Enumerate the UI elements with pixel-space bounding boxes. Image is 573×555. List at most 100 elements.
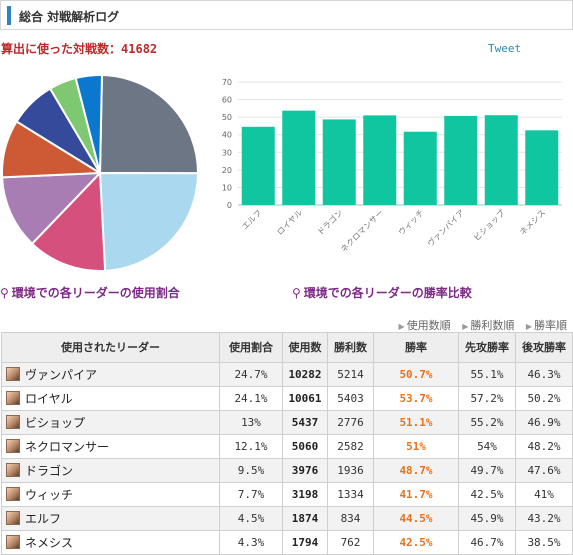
y-tick-label: 40 (222, 131, 232, 140)
wins-cell: 5403 (327, 386, 374, 411)
leader-name-cell: ネメシス (1, 530, 220, 555)
leader-avatar (6, 463, 20, 477)
wins-cell: 2776 (327, 410, 374, 435)
winrate-cell: 51% (373, 434, 459, 459)
pie-slice (98, 171, 200, 272)
table-row: ロイヤル 24.1% 10061 5403 53.7% 57.2% 50.2% (1, 386, 573, 411)
bar (403, 131, 437, 205)
leader-name-cell: エルフ (1, 506, 220, 531)
y-tick-label: 20 (222, 166, 232, 175)
leader-name: ヴァンパイア (25, 368, 98, 382)
y-tick-label: 10 (222, 183, 232, 192)
leader-name: ネメシス (25, 536, 74, 550)
pie-slice (1, 171, 103, 246)
leader-name: ウィッチ (25, 488, 74, 502)
first-winrate-cell: 46.7% (458, 530, 516, 555)
first-winrate-cell: 45.9% (458, 506, 516, 531)
bar (363, 115, 397, 205)
sort-links: ▶ 使用数順 ▶ 勝利数順 ▶ 勝率順 (391, 317, 567, 333)
usage-count-cell: 5437 (282, 410, 328, 435)
x-tick-label: ヴァンパイア (425, 207, 466, 248)
x-tick-label: ネメシス (518, 208, 547, 237)
col-header-first-winrate: 先攻勝率 (458, 332, 516, 363)
leader-avatar (6, 415, 20, 429)
leader-name: ドラゴン (25, 464, 74, 478)
table-row: エルフ 4.5% 1874 834 44.5% 45.9% 43.2% (1, 506, 573, 531)
match-count-value: 41682 (121, 42, 158, 56)
x-tick-label: ロイヤル (275, 208, 304, 237)
col-header-wins: 勝利数 (327, 332, 374, 363)
table-row: ウィッチ 7.7% 3198 1334 41.7% 42.5% 41% (1, 482, 573, 507)
usage-count-cell: 1874 (282, 506, 328, 531)
match-count-label: 算出に使った対戦数： (1, 42, 122, 56)
second-winrate-cell: 43.2% (515, 506, 573, 531)
x-tick-label: ネクロマンサー (339, 208, 385, 254)
col-header-usage-ratio: 使用割合 (219, 332, 283, 363)
x-tick-label: ドラゴン (315, 207, 345, 237)
first-winrate-cell: 42.5% (458, 482, 516, 507)
x-tick-label: エルフ (240, 208, 263, 231)
triangle-right-icon: ▶ (525, 322, 532, 331)
x-tick-label: ビショップ (472, 208, 507, 243)
usage-ratio-cell: 4.5% (219, 506, 283, 531)
second-winrate-cell: 38.5% (515, 530, 573, 555)
bar (322, 119, 356, 205)
col-header-second-winrate: 後攻勝率 (515, 332, 573, 363)
pie-slice (98, 73, 200, 175)
page-title: 総合 対戦解析ログ (19, 10, 120, 24)
usage-pie-chart (1, 73, 200, 272)
wins-cell: 762 (327, 530, 374, 555)
pie-caption-text: 環境での各リーダーの使用割合 (11, 286, 180, 300)
winrate-cell: 53.7% (373, 386, 459, 411)
winrate-cell: 41.7% (373, 482, 459, 507)
usage-count-cell: 10061 (282, 386, 328, 411)
tweet-link[interactable]: Tweet (488, 42, 522, 55)
col-header-winrate: 勝率 (373, 332, 459, 363)
table-row: ネクロマンサー 12.1% 5060 2582 51% 54% 48.2% (1, 434, 573, 459)
wins-cell: 1334 (327, 482, 374, 507)
leader-name-cell: ドラゴン (1, 458, 220, 483)
usage-count-cell: 3976 (282, 458, 328, 483)
leader-stats-table: 使用されたリーダー 使用割合 使用数 勝利数 勝率 先攻勝率 後攻勝率 ヴァンパ… (1, 332, 573, 555)
sort-by-wins-link[interactable]: ▶ 勝利数順 (462, 319, 515, 332)
leader-name: ネクロマンサー (25, 440, 110, 454)
bar (484, 115, 518, 205)
leader-avatar (6, 535, 20, 549)
triangle-right-icon: ▶ (398, 322, 405, 331)
second-winrate-cell: 41% (515, 482, 573, 507)
sort-by-usage-link[interactable]: ▶ 使用数順 (398, 319, 451, 332)
table-row: ネメシス 4.3% 1794 762 42.5% 46.7% 38.5% (1, 530, 573, 555)
col-header-usage-count: 使用数 (282, 332, 328, 363)
winrate-cell: 51.1% (373, 410, 459, 435)
bar (525, 130, 559, 205)
leader-name-cell: ヴァンパイア (1, 362, 220, 387)
first-winrate-cell: 55.2% (458, 410, 516, 435)
second-winrate-cell: 48.2% (515, 434, 573, 459)
usage-count-cell: 10282 (282, 362, 328, 387)
usage-ratio-cell: 4.3% (219, 530, 283, 555)
table-row: ヴァンパイア 24.7% 10282 5214 50.7% 55.1% 46.3… (1, 362, 573, 387)
map-pin-icon: ⚲ (292, 286, 301, 300)
x-tick-label: ウィッチ (397, 208, 426, 237)
first-winrate-cell: 57.2% (458, 386, 516, 411)
bar (282, 110, 316, 205)
leader-avatar (6, 439, 20, 453)
leader-name-cell: ウィッチ (1, 482, 220, 507)
triangle-right-icon: ▶ (462, 322, 469, 331)
leader-name-cell: ビショップ (1, 410, 220, 435)
table-row: ビショップ 13% 5437 2776 51.1% 55.2% 46.9% (1, 410, 573, 435)
leader-avatar (6, 367, 20, 381)
y-tick-label: 30 (222, 148, 232, 157)
leader-avatar (6, 511, 20, 525)
y-tick-label: 60 (222, 96, 232, 105)
bar (241, 126, 275, 205)
usage-ratio-cell: 9.5% (219, 458, 283, 483)
leader-name: ロイヤル (25, 392, 73, 406)
sort-by-winrate-link[interactable]: ▶ 勝率順 (525, 319, 567, 332)
col-header-leader: 使用されたリーダー (1, 332, 220, 363)
match-count: 算出に使った対戦数：41682 (1, 40, 157, 57)
usage-ratio-cell: 7.7% (219, 482, 283, 507)
wins-cell: 1936 (327, 458, 374, 483)
pie-slice (30, 170, 107, 272)
